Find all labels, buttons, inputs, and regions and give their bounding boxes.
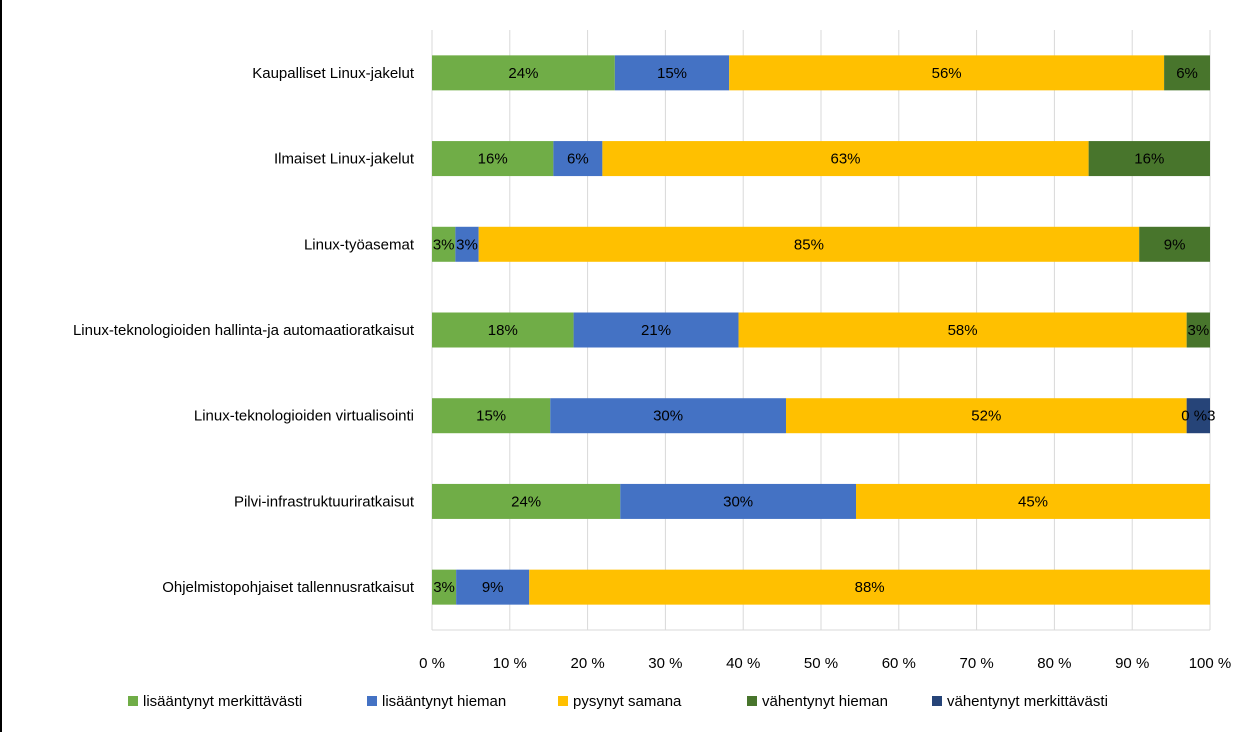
x-tick-label: 40 % <box>726 655 760 672</box>
bar-segment <box>1088 141 1210 177</box>
data-label: 18% <box>488 322 518 339</box>
bar-segment <box>456 569 530 605</box>
bar-segment <box>1139 226 1210 262</box>
data-label: 85% <box>794 236 824 253</box>
data-label: 15% <box>476 408 506 425</box>
data-label: 56% <box>932 65 962 82</box>
data-label: 6% <box>1176 65 1198 82</box>
data-label: 30% <box>723 493 753 510</box>
data-label: 15% <box>657 65 687 82</box>
legend-swatch <box>558 696 568 706</box>
bar-segment <box>620 483 857 519</box>
data-label: 16% <box>478 151 508 168</box>
legend-entry: vähentynyt merkittävästi <box>947 693 1108 710</box>
bar-segment <box>553 141 603 177</box>
data-label: 24% <box>511 493 541 510</box>
data-label: 88% <box>855 579 885 596</box>
bar-segment <box>432 569 457 605</box>
category-label: Kaupalliset Linux-jakelut <box>252 65 415 82</box>
bar-segment <box>432 483 621 519</box>
x-tick-label: 100 % <box>1189 655 1232 672</box>
x-tick-label: 70 % <box>959 655 993 672</box>
bar-segment <box>785 398 1187 434</box>
category-label: Linux-työasemat <box>304 236 415 253</box>
x-tick-label: 20 % <box>570 655 604 672</box>
bar-segment <box>1164 55 1210 91</box>
x-tick-label: 60 % <box>882 655 916 672</box>
data-label: 6% <box>567 151 589 168</box>
bar-segment <box>856 483 1210 519</box>
data-label: 0 %3 <box>1181 408 1215 425</box>
x-tick-label: 90 % <box>1115 655 1149 672</box>
bar-segment <box>432 55 615 91</box>
legend-swatch <box>367 696 377 706</box>
category-labels: Kaupalliset Linux-jakelut Ilmaiset Linux-… <box>73 65 415 596</box>
bar-segment <box>432 226 456 262</box>
legend-entry: lisääntynyt merkittävästi <box>143 693 302 710</box>
left-border <box>0 0 2 732</box>
legend-swatch <box>128 696 138 706</box>
x-tick-label: 80 % <box>1037 655 1071 672</box>
bar-segment <box>573 312 739 348</box>
category-label: Linux-teknologioiden hallinta-ja automaa… <box>73 322 415 339</box>
data-label: 63% <box>830 151 860 168</box>
bar-segment <box>432 312 574 348</box>
legend-swatch <box>747 696 757 706</box>
data-label: 3% <box>433 236 455 253</box>
category-label: Ilmaiset Linux-jakelut <box>274 151 415 168</box>
bar-segment <box>1186 312 1210 348</box>
bar-segment <box>614 55 730 91</box>
bar-segment <box>432 141 554 177</box>
data-label: 45% <box>1018 493 1048 510</box>
legend-entry: pysynyt samana <box>573 693 682 710</box>
bar-segment <box>432 398 551 434</box>
x-axis-ticks: 0 % 10 % 20 % 30 % 40 % 50 % 60 % 70 % 80 % 90 % 1… <box>419 629 1232 672</box>
x-tick-label: 50 % <box>804 655 838 672</box>
data-label: 24% <box>508 65 538 82</box>
category-label: Pilvi-infrastruktuuriratkaisut <box>234 493 415 510</box>
x-tick-label: 0 % <box>419 655 445 672</box>
bar-segment <box>602 141 1089 177</box>
data-label: 21% <box>641 322 671 339</box>
data-label: 3% <box>1187 322 1209 339</box>
data-label: 52% <box>971 408 1001 425</box>
bar-segment <box>1186 398 1210 434</box>
bar-segment <box>729 55 1165 91</box>
data-label: 58% <box>948 322 978 339</box>
bar-segment <box>455 226 479 262</box>
category-label: Ohjelmistopohjaiset tallennusratkaisut <box>162 579 415 596</box>
data-label: 9% <box>482 579 504 596</box>
legend-swatch <box>932 696 942 706</box>
bars: 24% 15% 56% 6%16% 6% 63% 16%3% 3% 85% 9%18% 21% 58%… <box>432 55 1215 605</box>
x-tick-label: 30 % <box>648 655 682 672</box>
legend-entry: lisääntynyt hieman <box>382 693 506 710</box>
bar-segment <box>478 226 1140 262</box>
data-label: 16% <box>1134 151 1164 168</box>
bar-segment <box>738 312 1187 348</box>
data-label: 3% <box>433 579 455 596</box>
data-label: 30% <box>653 408 683 425</box>
data-label: 3% <box>456 236 478 253</box>
category-label: Linux-teknologioiden virtualisointi <box>194 408 414 425</box>
x-tick-label: 10 % <box>493 655 527 672</box>
bar-segment <box>529 569 1210 605</box>
bar-segment <box>550 398 786 434</box>
legend: lisääntynyt merkittävästi lisääntynyt hie… <box>128 693 1108 710</box>
legend-entry: vähentynyt hieman <box>762 693 888 710</box>
data-label: 9% <box>1164 236 1186 253</box>
